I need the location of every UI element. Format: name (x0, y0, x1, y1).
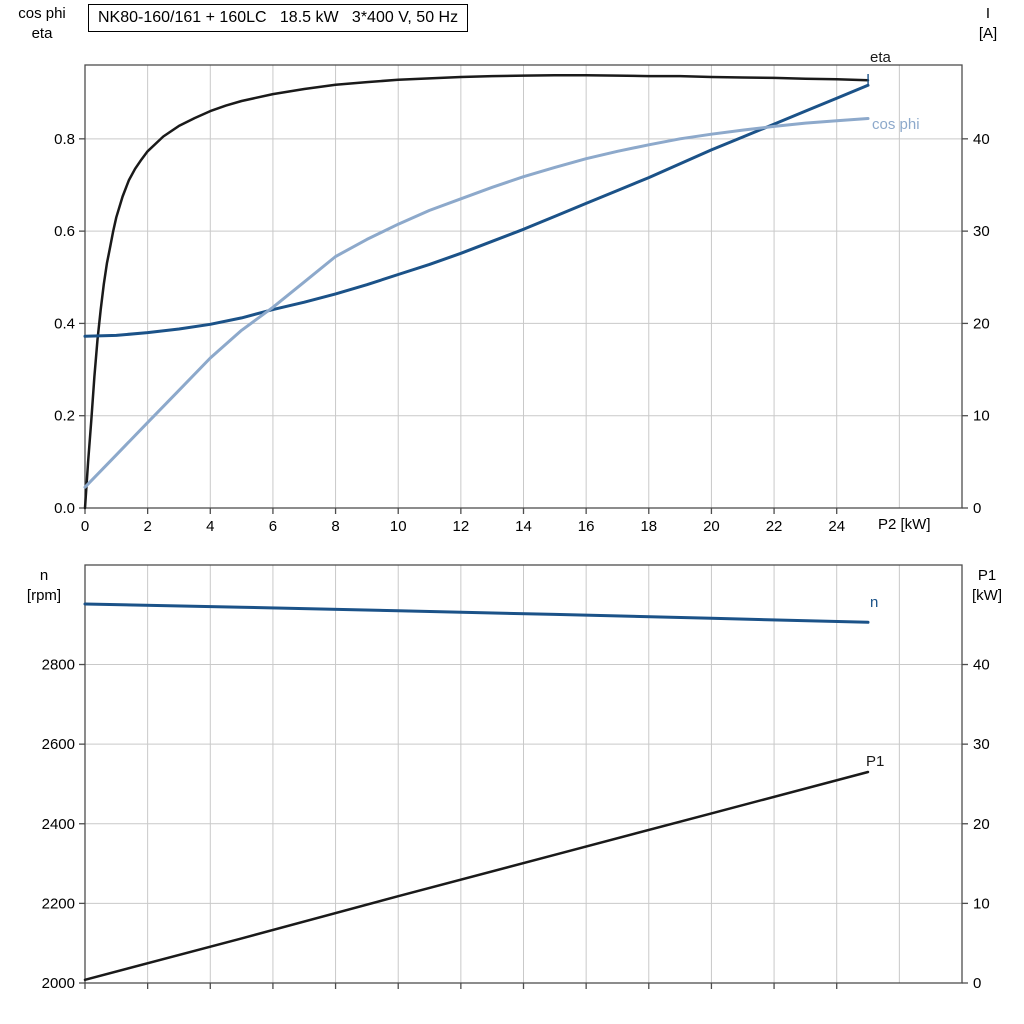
svg-text:0: 0 (973, 500, 981, 517)
left-axis-title-line1: n (39, 567, 49, 584)
svg-text:4: 4 (206, 518, 214, 535)
x-axis-label: P2 [kW] (878, 516, 931, 533)
right-axis-title-line1: P1 (977, 567, 997, 584)
svg-text:18: 18 (640, 518, 657, 535)
svg-text:2400: 2400 (42, 816, 75, 833)
left-axis-title-line2: [rpm] (26, 587, 62, 604)
svg-text:20: 20 (973, 315, 990, 332)
svg-text:2000: 2000 (42, 975, 75, 992)
svg-text:40: 40 (973, 131, 990, 148)
svg-text:30: 30 (973, 736, 990, 753)
left-axis-title-line2: eta (31, 25, 53, 42)
chart-title: NK80-160/161 + 160LC 18.5 kW 3*400 V, 50… (88, 4, 469, 32)
svg-text:2: 2 (143, 518, 151, 535)
svg-text:10: 10 (973, 895, 990, 912)
svg-text:0.2: 0.2 (54, 408, 75, 425)
svg-text:30: 30 (973, 223, 990, 240)
current-curve-label: I (866, 71, 871, 88)
svg-text:0: 0 (81, 518, 89, 535)
right-axis-title-line2: [A] (978, 25, 998, 42)
svg-text:20: 20 (703, 518, 720, 535)
svg-text:24: 24 (828, 518, 845, 535)
svg-text:10: 10 (390, 518, 407, 535)
svg-text:12: 12 (453, 518, 470, 535)
svg-text:0.8: 0.8 (54, 131, 75, 148)
svg-text:40: 40 (973, 657, 990, 674)
svg-text:20: 20 (973, 816, 990, 833)
svg-text:16: 16 (578, 518, 595, 535)
right-axis-title-line1: I (985, 5, 991, 22)
svg-text:0: 0 (973, 975, 981, 992)
cos-phi-curve-label: cos phi (872, 116, 920, 133)
svg-text:0.6: 0.6 (54, 223, 75, 240)
svg-text:0.4: 0.4 (54, 315, 75, 332)
bottom-chart-left-axis-title: n [rpm] (8, 566, 80, 606)
svg-text:10: 10 (973, 408, 990, 425)
eta-curve-label: eta (870, 49, 891, 66)
speed-curve-label: n (870, 594, 879, 611)
svg-text:2800: 2800 (42, 657, 75, 674)
svg-text:22: 22 (766, 518, 783, 535)
top-chart-left-axis-title: cos phi eta (4, 4, 80, 44)
left-axis-title-line1: cos phi (18, 5, 66, 22)
svg-text:14: 14 (515, 518, 532, 535)
svg-text:2200: 2200 (42, 895, 75, 912)
svg-text:8: 8 (331, 518, 339, 535)
p1-curve-label: P1 (866, 753, 885, 770)
top-chart-right-axis-title: I [A] (958, 4, 1018, 44)
svg-text:6: 6 (269, 518, 277, 535)
svg-text:2600: 2600 (42, 736, 75, 753)
bottom-chart-right-axis-title: P1 [kW] (956, 566, 1018, 606)
svg-text:0.0: 0.0 (54, 500, 75, 517)
right-axis-title-line2: [kW] (972, 587, 1002, 604)
